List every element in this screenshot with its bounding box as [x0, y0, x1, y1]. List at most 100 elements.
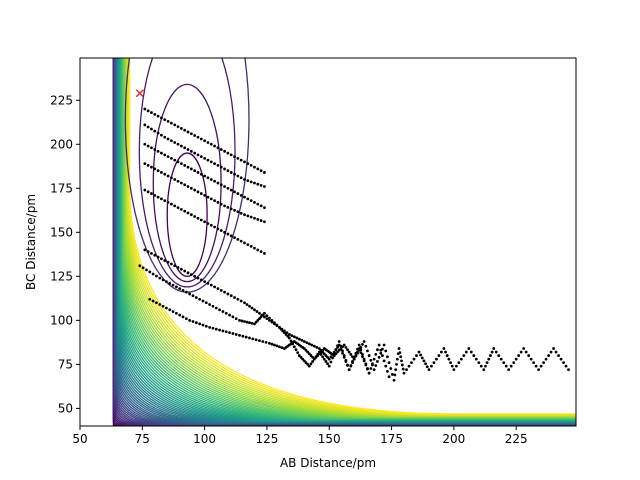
trajectory-point [229, 171, 233, 174]
trajectory-point [153, 148, 157, 151]
trajectory-point [253, 322, 256, 326]
contour-line [124, 58, 576, 418]
trajectory-point [209, 223, 213, 227]
trajectory-point [176, 266, 180, 269]
trajectory-point [256, 167, 260, 171]
trajectory-point [169, 139, 173, 143]
trajectory-point [390, 372, 394, 376]
trajectory-point [143, 107, 147, 111]
trajectory-point [494, 350, 498, 354]
trajectory-point [231, 315, 235, 319]
trajectory-point [259, 204, 263, 208]
trajectory-point [369, 367, 373, 370]
trajectory-point [173, 204, 177, 208]
trajectory-point [226, 292, 230, 296]
trajectory-point [233, 155, 236, 159]
trajectory-point [554, 350, 558, 354]
trajectory-point [143, 248, 147, 252]
trajectory-point [203, 174, 207, 178]
trajectory-point [364, 362, 368, 366]
trajectory-point [512, 361, 516, 365]
trajectory-point [218, 328, 221, 332]
trajectory-point [203, 193, 207, 197]
trajectory-point [372, 357, 376, 361]
y-tick-label: 125 [50, 269, 73, 283]
trajectory-point [485, 361, 489, 365]
trajectory-point [181, 289, 185, 292]
contour-lines [112, 58, 576, 426]
trajectory-point [539, 364, 543, 368]
trajectory-point [437, 354, 441, 357]
trajectory-point [256, 202, 260, 206]
trajectory-point [194, 321, 198, 325]
trajectory-point [245, 303, 249, 306]
trajectory-point [186, 211, 190, 215]
contour-line [127, 58, 576, 416]
trajectory-point [537, 368, 541, 372]
trajectory-point [270, 318, 274, 322]
trajectory-point [166, 119, 170, 123]
trajectory-point [258, 317, 261, 320]
trajectory-point [226, 151, 230, 155]
trajectory-point [216, 164, 220, 167]
trajectory-point [253, 200, 256, 204]
trajectory-point [374, 352, 378, 356]
trajectory-point [199, 172, 203, 176]
trajectory-point [176, 142, 180, 146]
trajectory-point [281, 329, 285, 333]
trajectory-point [148, 270, 152, 274]
trajectory-point [233, 190, 236, 194]
trajectory-point [243, 195, 246, 199]
trajectory-point [186, 148, 190, 151]
trajectory-point [160, 151, 163, 155]
trajectory-point [248, 304, 251, 308]
trajectory-point [249, 245, 253, 248]
trajectory-point [233, 296, 236, 299]
trajectory-point [336, 350, 339, 354]
trajectory-point [193, 151, 197, 155]
trajectory-point [206, 176, 210, 180]
trajectory-point [246, 197, 250, 201]
trajectory-point [319, 348, 323, 352]
trajectory-point [259, 219, 263, 222]
trajectory-point [490, 350, 494, 354]
trajectory-point [327, 357, 331, 361]
trajectory-point [297, 337, 301, 341]
trajectory-point [402, 371, 406, 375]
trajectory-point [273, 321, 276, 325]
trajectory-point [357, 343, 361, 347]
trajectory-point [150, 252, 153, 255]
trajectory-point [193, 134, 197, 137]
trajectory-point [362, 357, 366, 361]
trajectory-point [173, 123, 177, 127]
trajectory-point [263, 220, 266, 224]
trajectory-point [497, 354, 501, 357]
trajectory-point [382, 359, 386, 363]
trajectory-point [189, 213, 193, 217]
trajectory-point [524, 350, 528, 354]
trajectory-point [239, 158, 243, 162]
trajectory-point [275, 323, 279, 327]
trajectory-point [153, 129, 157, 133]
trajectory-point [279, 327, 283, 331]
trajectory-point [371, 362, 374, 366]
trajectory-point [169, 262, 173, 266]
trajectory-point [203, 139, 207, 143]
trajectory-point [307, 364, 311, 368]
trajectory-point [341, 351, 344, 355]
trajectory-point [507, 368, 511, 372]
contour-line [128, 58, 576, 415]
trajectory-point [336, 344, 339, 347]
trajectory-point [286, 334, 290, 338]
contour-line [123, 58, 576, 419]
trajectory-point [264, 340, 268, 344]
trajectory-point [341, 349, 344, 353]
trajectory-point [435, 357, 438, 361]
contour-line [123, 58, 576, 419]
trajectory-point [459, 357, 463, 361]
trajectory-point [514, 357, 518, 361]
trajectory-point [183, 209, 187, 213]
trajectory-point [263, 311, 266, 315]
